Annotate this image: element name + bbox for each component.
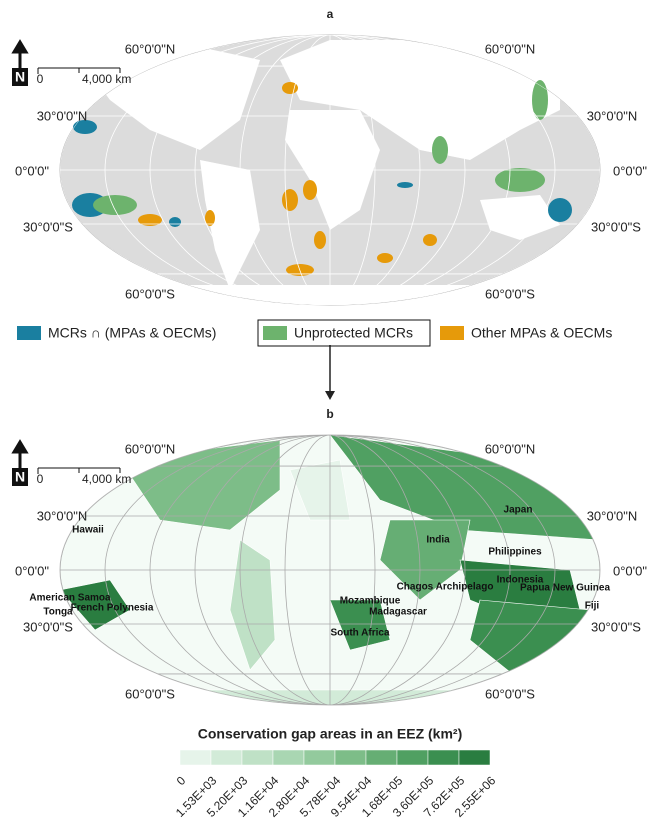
- latitude-label: 0°0'0": [15, 563, 49, 578]
- legend-swatch: [17, 326, 41, 340]
- colorbar-bin: [303, 749, 336, 766]
- place-label: South Africa: [330, 628, 390, 639]
- arrow-head: [325, 391, 335, 400]
- colorbar-bin: [241, 749, 274, 766]
- legend-label: Unprotected MCRs: [294, 325, 413, 341]
- panel-label: a: [327, 7, 334, 21]
- place-label: Indonesia: [497, 575, 544, 586]
- colorbar-tick-label: 0: [174, 773, 189, 788]
- place-label: Japan: [504, 505, 533, 516]
- latitude-label: 60°0'0"N: [125, 41, 176, 56]
- north-arrow: [11, 39, 29, 70]
- place-label: French Polynesia: [71, 603, 154, 614]
- protected-areas-a: [72, 80, 572, 276]
- scale-zero: 0: [37, 72, 44, 86]
- latitude-label: 30°0'0"S: [23, 619, 73, 634]
- latitude-label: 60°0'0"S: [125, 686, 175, 701]
- place-label: India: [426, 535, 450, 546]
- scale-distance: 4,000 km: [82, 472, 131, 486]
- latitude-label: 0°0'0": [613, 563, 647, 578]
- graticule-a: [60, 35, 600, 305]
- colorbar-bin: [458, 749, 491, 766]
- north-box: [12, 68, 28, 86]
- panel-label: b: [326, 407, 333, 421]
- colorbar-bin: [396, 749, 429, 766]
- graticule-b: [60, 435, 600, 705]
- north-label: N: [15, 69, 25, 85]
- place-label: Philippines: [488, 547, 542, 558]
- latitude-label: 60°0'0"N: [485, 41, 536, 56]
- latitude-label: 30°0'0"N: [587, 508, 638, 523]
- latitude-label: 30°0'0"N: [587, 108, 638, 123]
- latitude-label: 0°0'0": [15, 163, 49, 178]
- scale-bar: [37, 467, 121, 474]
- latitude-label: 0°0'0": [613, 163, 647, 178]
- place-label: Fiji: [585, 601, 600, 612]
- scale-zero: 0: [37, 472, 44, 486]
- place-label: Mozambique: [340, 596, 401, 607]
- latitude-label: 60°0'0"S: [485, 286, 535, 301]
- latitude-label: 30°0'0"N: [37, 508, 88, 523]
- scale-bar: [37, 67, 121, 74]
- latitude-label: 30°0'0"N: [37, 108, 88, 123]
- north-box: [12, 468, 28, 486]
- place-label: Hawaii: [72, 525, 104, 536]
- place-label: Papua New Guinea: [520, 583, 610, 594]
- colorbar-bin: [179, 749, 212, 766]
- colorbar-bin: [334, 749, 367, 766]
- colorbar-bin: [427, 749, 460, 766]
- colorbar-bin: [365, 749, 398, 766]
- colorbar-title: Conservation gap areas in an EEZ (km²): [198, 726, 463, 742]
- latitude-label: 60°0'0"N: [485, 441, 536, 456]
- scale-distance: 4,000 km: [82, 72, 131, 86]
- north-arrow: [11, 439, 29, 470]
- north-label: N: [15, 469, 25, 485]
- place-label: Tonga: [43, 607, 73, 618]
- place-label: American Samoa: [29, 593, 111, 604]
- legend-highlight-box: [257, 319, 431, 347]
- colorbar-bin: [210, 749, 243, 766]
- latitude-label: 60°0'0"N: [125, 441, 176, 456]
- legend-swatch: [440, 326, 464, 340]
- latitude-label: 30°0'0"S: [23, 219, 73, 234]
- latitude-label: 60°0'0"S: [125, 286, 175, 301]
- legend-swatch: [263, 326, 287, 340]
- place-label: Madagascar: [369, 607, 427, 618]
- latitude-label: 60°0'0"S: [485, 686, 535, 701]
- colorbar-bin: [272, 749, 305, 766]
- legend-label: Other MPAs & OECMs: [471, 325, 612, 341]
- legend-label: MCRs ∩ (MPAs & OECMs): [48, 325, 216, 341]
- latitude-label: 30°0'0"S: [591, 219, 641, 234]
- latitude-label: 30°0'0"S: [591, 619, 641, 634]
- place-label: Chagos Archipelago: [397, 582, 494, 593]
